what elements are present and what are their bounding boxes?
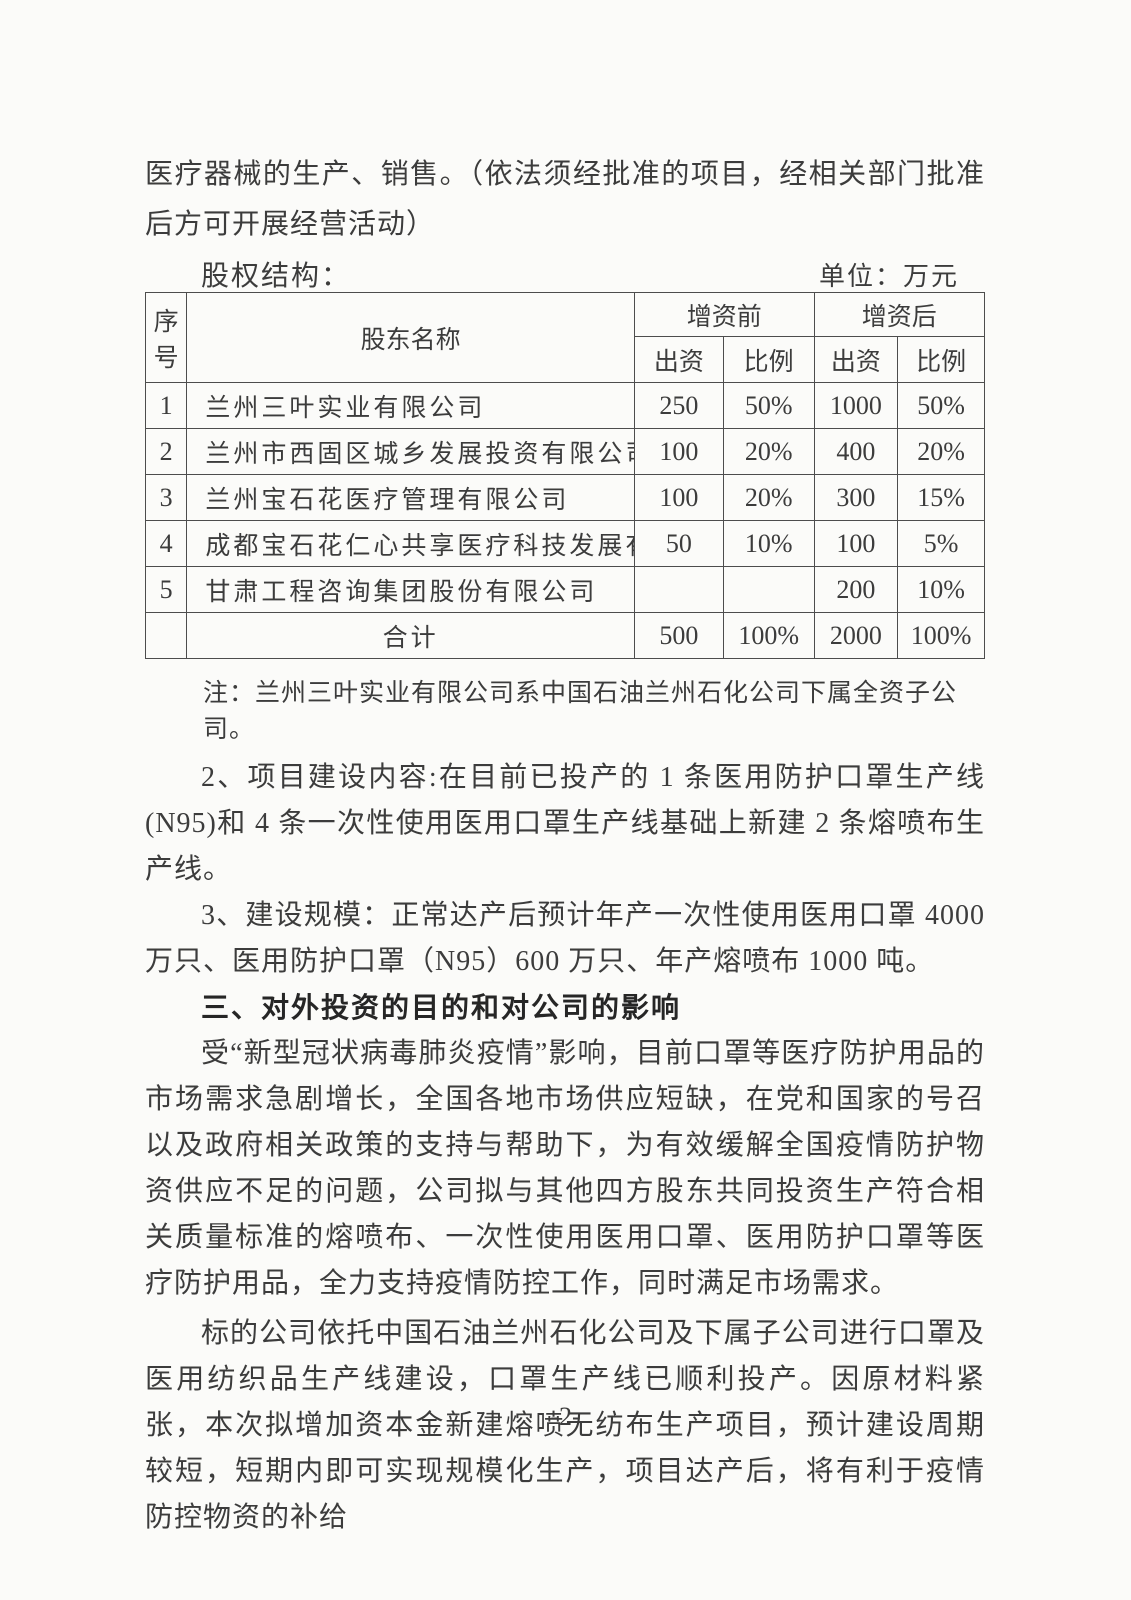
page-content: 医疗器械的生产、销售。（依法须经批准的项目，经相关部门批准后方可开展经营活动） … bbox=[144, 150, 986, 1541]
section-heading: 三、对外投资的目的和对公司的影响 bbox=[201, 992, 682, 1023]
cell-pre-amount: 100 bbox=[634, 428, 724, 475]
table-row: 3 兰州宝石花医疗管理有限公司 100 20% 300 15% bbox=[144, 474, 985, 521]
cell-post-ratio: 5% bbox=[897, 520, 985, 567]
cell-post-ratio: 15% bbox=[897, 474, 985, 521]
cell-post-ratio: 100% bbox=[897, 612, 985, 659]
cell-no bbox=[144, 612, 188, 659]
cell-no: 3 bbox=[144, 474, 188, 521]
cell-pre-ratio bbox=[722, 566, 815, 613]
table-header-row-1: 序号 股东名称 增资前 增资后 bbox=[144, 292, 986, 383]
cell-pre-ratio: 20% bbox=[722, 428, 815, 475]
table-caption: 股权结构： bbox=[201, 261, 352, 292]
table-total-row: 合计 500 100% 2000 100% bbox=[144, 612, 985, 659]
header-post-increase: 增资后 bbox=[813, 292, 986, 337]
table-row: 1 兰州三叶实业有限公司 250 50% 1000 50% bbox=[144, 382, 985, 429]
header-pre-ratio: 比例 bbox=[722, 336, 815, 383]
paragraph-scale: 3、建设规模：正常达产后预计年产一次性使用医用口罩 4000 万只、医用防护口罩… bbox=[145, 900, 985, 977]
cell-post-amount: 300 bbox=[813, 474, 899, 521]
cell-no: 5 bbox=[144, 566, 188, 613]
table-note: 注：兰州三叶实业有限公司系中国石油兰州石化公司下属全资子公司。 bbox=[203, 680, 958, 743]
intro-paragraph: 医疗器械的生产、销售。（依法须经批准的项目，经相关部门批准后方可开展经营活动） bbox=[145, 159, 985, 240]
cell-no: 1 bbox=[144, 382, 188, 429]
cell-pre-ratio: 50% bbox=[722, 382, 815, 429]
cell-post-ratio: 50% bbox=[897, 382, 985, 429]
cell-post-amount: 200 bbox=[813, 566, 899, 613]
page-number: -2- bbox=[550, 1402, 581, 1431]
header-post-amount: 出资 bbox=[813, 336, 899, 383]
cell-no: 2 bbox=[144, 428, 188, 475]
cell-pre-amount bbox=[634, 566, 724, 613]
cell-shareholder-name: 兰州宝石花医疗管理有限公司 bbox=[186, 474, 636, 521]
cell-post-amount: 400 bbox=[813, 428, 899, 475]
header-post-ratio: 比例 bbox=[897, 336, 985, 383]
cell-post-amount: 2000 bbox=[813, 612, 899, 659]
header-name: 股东名称 bbox=[186, 292, 636, 383]
cell-pre-ratio: 10% bbox=[722, 520, 815, 567]
shareholding-table: 序号 股东名称 增资前 增资后 出资 比例 出资 比例 1 兰州三叶实业有限公司… bbox=[144, 292, 986, 659]
cell-pre-amount: 250 bbox=[634, 382, 724, 429]
cell-shareholder-name: 兰州市西固区城乡发展投资有限公司 bbox=[186, 428, 636, 475]
paragraph-target-company: 标的公司依托中国石油兰州石化公司及下属子公司进行口罩及医用纺织品生产线建设，口罩… bbox=[145, 1318, 985, 1533]
cell-no: 4 bbox=[144, 520, 188, 567]
cell-total-label: 合计 bbox=[186, 612, 636, 659]
cell-pre-ratio: 20% bbox=[722, 474, 815, 521]
unit-label: 单位：万元 bbox=[818, 262, 959, 291]
cell-pre-amount: 50 bbox=[634, 520, 724, 567]
cell-pre-amount: 500 bbox=[634, 612, 724, 659]
cell-shareholder-name: 甘肃工程咨询集团股份有限公司 bbox=[186, 566, 636, 613]
table-row: 4 成都宝石花仁心共享医疗科技发展有限公司 50 10% 100 5% bbox=[144, 520, 985, 567]
cell-shareholder-name: 成都宝石花仁心共享医疗科技发展有限公司 bbox=[186, 520, 636, 567]
paragraph-purpose: 受“新型冠状病毒肺炎疫情”影响，目前口罩等医疗防护用品的市场需求急剧增长，全国各… bbox=[145, 1038, 985, 1299]
paragraph-construction: 2、项目建设内容:在目前已投产的 1 条医用防护口罩生产线(N95)和 4 条一… bbox=[145, 762, 985, 885]
cell-post-ratio: 20% bbox=[897, 428, 985, 475]
cell-pre-amount: 100 bbox=[634, 474, 724, 521]
header-pre-amount: 出资 bbox=[634, 336, 724, 383]
table-row: 5 甘肃工程咨询集团股份有限公司 200 10% bbox=[144, 566, 985, 613]
cell-pre-ratio: 100% bbox=[722, 612, 815, 659]
cell-shareholder-name: 兰州三叶实业有限公司 bbox=[186, 382, 636, 429]
cell-post-amount: 1000 bbox=[813, 382, 899, 429]
cell-post-ratio: 10% bbox=[897, 566, 985, 613]
cell-post-amount: 100 bbox=[813, 520, 899, 567]
header-no: 序号 bbox=[144, 292, 188, 383]
table-caption-row: 股权结构： 单位：万元 bbox=[145, 254, 985, 292]
header-pre-increase: 增资前 bbox=[634, 292, 815, 337]
table-row: 2 兰州市西固区城乡发展投资有限公司 100 20% 400 20% bbox=[144, 428, 985, 475]
